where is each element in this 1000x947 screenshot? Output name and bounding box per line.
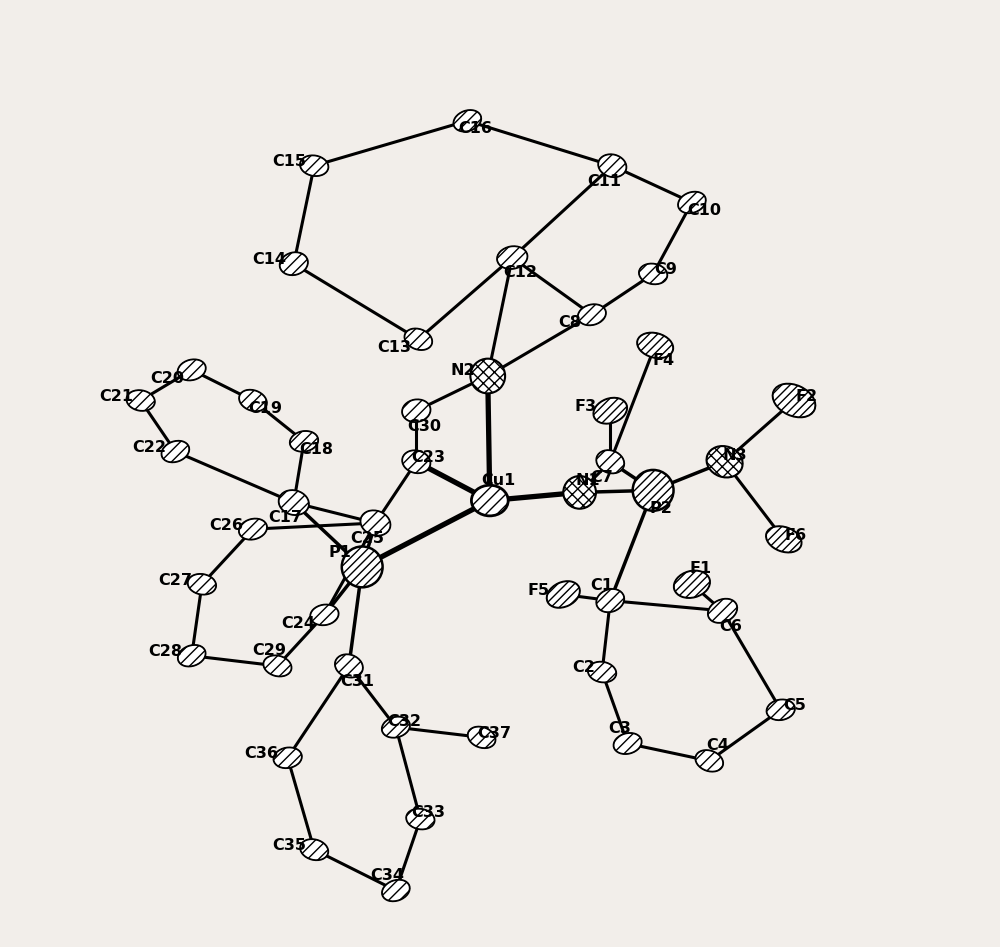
Ellipse shape <box>695 750 723 772</box>
Text: P2: P2 <box>650 501 673 516</box>
Ellipse shape <box>310 604 339 625</box>
Text: C32: C32 <box>387 713 421 728</box>
Ellipse shape <box>188 574 216 595</box>
Ellipse shape <box>596 450 624 474</box>
Ellipse shape <box>563 476 596 509</box>
Ellipse shape <box>335 654 363 677</box>
Text: C22: C22 <box>132 440 166 455</box>
Ellipse shape <box>126 390 155 411</box>
Text: C24: C24 <box>281 616 315 631</box>
Text: C10: C10 <box>687 204 721 218</box>
Ellipse shape <box>280 252 308 276</box>
Text: C29: C29 <box>252 643 286 658</box>
Ellipse shape <box>639 263 667 284</box>
Ellipse shape <box>471 485 508 516</box>
Ellipse shape <box>178 359 206 381</box>
Ellipse shape <box>273 747 302 768</box>
Text: C28: C28 <box>148 644 182 659</box>
Text: C23: C23 <box>412 450 446 465</box>
Text: C14: C14 <box>252 252 286 267</box>
Ellipse shape <box>382 717 410 738</box>
Ellipse shape <box>178 645 206 667</box>
Ellipse shape <box>263 655 292 676</box>
Text: C25: C25 <box>350 531 384 545</box>
Text: C2: C2 <box>572 660 595 675</box>
Text: C18: C18 <box>299 442 333 457</box>
Ellipse shape <box>708 599 737 623</box>
Text: C13: C13 <box>377 340 411 355</box>
Ellipse shape <box>637 332 673 358</box>
Ellipse shape <box>497 246 527 269</box>
Ellipse shape <box>342 546 383 587</box>
Ellipse shape <box>593 398 627 423</box>
Ellipse shape <box>402 451 430 474</box>
Ellipse shape <box>239 390 267 411</box>
Text: C26: C26 <box>209 518 243 532</box>
Text: N1: N1 <box>575 473 600 488</box>
Ellipse shape <box>360 510 390 536</box>
Text: C20: C20 <box>150 370 184 385</box>
Ellipse shape <box>382 880 410 902</box>
Text: C33: C33 <box>412 806 446 820</box>
Text: C34: C34 <box>371 867 405 883</box>
Text: Cu1: Cu1 <box>481 473 515 488</box>
Ellipse shape <box>674 571 710 598</box>
Text: F5: F5 <box>528 583 550 598</box>
Text: C11: C11 <box>587 173 621 188</box>
Text: F2: F2 <box>795 389 817 404</box>
Ellipse shape <box>406 809 435 830</box>
Text: C3: C3 <box>608 721 631 736</box>
Ellipse shape <box>279 491 309 515</box>
Text: F1: F1 <box>689 562 711 577</box>
Ellipse shape <box>468 726 496 748</box>
Ellipse shape <box>773 384 815 418</box>
Text: C21: C21 <box>99 389 133 404</box>
Text: P1: P1 <box>328 545 351 560</box>
Text: C31: C31 <box>340 673 374 688</box>
Ellipse shape <box>766 527 802 552</box>
Ellipse shape <box>404 329 432 350</box>
Ellipse shape <box>402 400 431 422</box>
Ellipse shape <box>767 700 795 720</box>
Ellipse shape <box>239 519 267 540</box>
Ellipse shape <box>578 304 606 325</box>
Ellipse shape <box>547 581 580 608</box>
Text: F3: F3 <box>575 399 597 414</box>
Text: C4: C4 <box>706 738 729 753</box>
Ellipse shape <box>290 431 318 452</box>
Text: N2: N2 <box>451 364 476 379</box>
Ellipse shape <box>300 839 328 860</box>
Ellipse shape <box>633 470 674 510</box>
Text: C19: C19 <box>248 402 282 416</box>
Text: C5: C5 <box>784 698 806 713</box>
Ellipse shape <box>614 733 642 754</box>
Ellipse shape <box>678 191 706 213</box>
Text: C16: C16 <box>458 121 492 136</box>
Ellipse shape <box>707 446 743 477</box>
Text: F6: F6 <box>785 527 807 543</box>
Text: C6: C6 <box>719 618 742 634</box>
Ellipse shape <box>588 662 616 683</box>
Text: C37: C37 <box>477 725 511 741</box>
Ellipse shape <box>300 155 328 176</box>
Text: C27: C27 <box>158 573 192 588</box>
Text: C35: C35 <box>273 838 307 853</box>
Ellipse shape <box>453 110 481 132</box>
Text: C15: C15 <box>273 154 307 170</box>
Text: C8: C8 <box>558 315 581 331</box>
Ellipse shape <box>161 440 189 462</box>
Ellipse shape <box>596 589 624 612</box>
Ellipse shape <box>598 154 626 177</box>
Text: C7: C7 <box>591 470 614 485</box>
Text: C1: C1 <box>591 578 614 593</box>
Ellipse shape <box>470 359 505 393</box>
Text: C17: C17 <box>269 510 303 526</box>
Text: C30: C30 <box>407 419 441 434</box>
Text: C36: C36 <box>244 746 278 761</box>
Text: C12: C12 <box>503 265 537 280</box>
Text: N3: N3 <box>722 448 747 463</box>
Text: F4: F4 <box>652 353 674 368</box>
Text: C9: C9 <box>654 262 677 277</box>
